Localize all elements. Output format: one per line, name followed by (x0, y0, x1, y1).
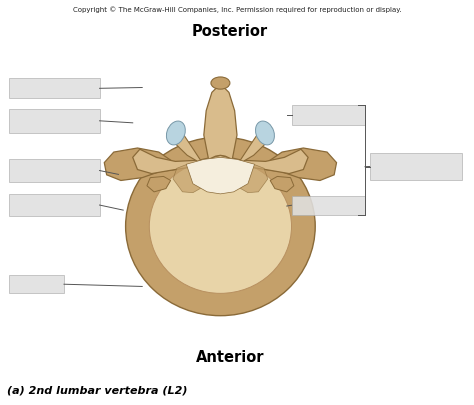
Polygon shape (239, 165, 268, 193)
Polygon shape (270, 177, 294, 192)
Polygon shape (204, 87, 237, 160)
FancyBboxPatch shape (9, 194, 100, 217)
Text: Copyright © The McGraw-Hill Companies, Inc. Permission required for reproduction: Copyright © The McGraw-Hill Companies, I… (73, 6, 401, 13)
Ellipse shape (126, 138, 315, 316)
FancyBboxPatch shape (9, 79, 100, 99)
FancyBboxPatch shape (370, 154, 462, 180)
FancyBboxPatch shape (9, 109, 100, 134)
Polygon shape (133, 150, 308, 174)
Text: Posterior: Posterior (192, 24, 268, 39)
Polygon shape (104, 149, 175, 181)
Polygon shape (173, 165, 201, 193)
Polygon shape (186, 158, 255, 194)
Ellipse shape (166, 122, 185, 145)
Text: Anterior: Anterior (196, 349, 264, 364)
FancyBboxPatch shape (9, 160, 100, 182)
Polygon shape (240, 127, 272, 162)
Ellipse shape (149, 160, 292, 294)
Ellipse shape (255, 122, 274, 145)
Polygon shape (265, 149, 337, 181)
Ellipse shape (211, 78, 230, 90)
Polygon shape (169, 127, 201, 162)
Text: (a) 2nd lumbar vertebra (L2): (a) 2nd lumbar vertebra (L2) (7, 385, 188, 395)
FancyBboxPatch shape (9, 275, 64, 294)
Polygon shape (147, 177, 171, 192)
FancyBboxPatch shape (292, 196, 365, 215)
FancyBboxPatch shape (292, 106, 365, 126)
